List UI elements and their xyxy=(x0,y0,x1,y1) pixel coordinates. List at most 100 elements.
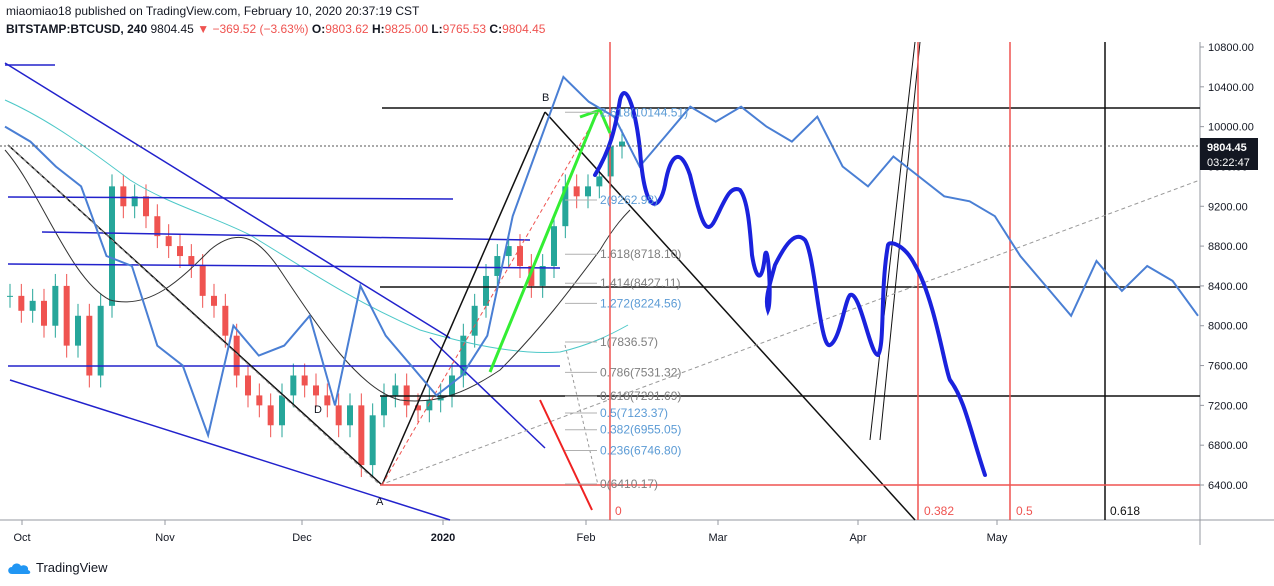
fib-level-label: 1(7836.57) xyxy=(600,335,658,349)
close-label: C: xyxy=(489,22,503,36)
blue-level-3 xyxy=(41,231,531,241)
candle-body xyxy=(211,295,217,306)
candle-body xyxy=(233,335,240,376)
candle-body xyxy=(301,375,308,386)
x-tick-label: Nov xyxy=(155,532,175,544)
candle-body xyxy=(267,405,274,426)
x-tick-label: Dec xyxy=(292,532,312,544)
candle-body xyxy=(256,395,263,406)
price-axis[interactable]: 10800.0010400.0010000.009600.009200.0088… xyxy=(1200,42,1254,492)
point-label-b: B xyxy=(542,92,549,104)
fib-level-label: 0.618(7291.69) xyxy=(600,389,681,403)
x-tick-label: May xyxy=(987,532,1008,544)
channel-lower xyxy=(9,379,451,521)
candle-body xyxy=(63,285,70,346)
candle-body xyxy=(199,266,206,296)
candle-body xyxy=(290,375,297,396)
y-tick-label: 10000.00 xyxy=(1208,122,1254,134)
fib-extension-labels: 2.618(10144.51) 2(9262.98) 1.618(8718.10) 1… xyxy=(565,105,688,491)
candle-body xyxy=(97,305,104,376)
fib-level-label: 1.272(8224.56) xyxy=(600,296,681,310)
last-price: 9804.45 xyxy=(150,22,194,36)
candle-body xyxy=(392,385,399,396)
y-tick-label: 10400.00 xyxy=(1208,82,1254,94)
tradingview-logo[interactable]: TradingView xyxy=(6,560,108,575)
time-axis[interactable]: Oct Nov Dec 2020 Feb Mar Apr May xyxy=(13,520,1008,544)
candle-body xyxy=(528,266,535,286)
y-tick-label: 7600.00 xyxy=(1208,361,1248,373)
fib-level-label: 2.618(10144.51) xyxy=(600,105,688,119)
red-arrow-line xyxy=(539,399,593,511)
candle-body xyxy=(29,300,36,311)
x-tick-label: Oct xyxy=(13,532,30,544)
candle-body xyxy=(347,405,353,426)
y-tick-label: 7200.00 xyxy=(1208,400,1248,412)
y-tick-label: 10800.00 xyxy=(1208,42,1254,54)
down-arrow-icon: ▼ xyxy=(197,22,210,36)
candle-body xyxy=(517,246,523,266)
ohlc-line: BITSTAMP:BTCUSD, 240 9804.45 ▼ −369.52 (… xyxy=(6,22,545,36)
time-fib-label-618: 0.618 xyxy=(1110,504,1140,518)
blue-level-2 xyxy=(7,196,454,200)
y-tick-label: 8000.00 xyxy=(1208,321,1248,333)
green-arrow-head-2 xyxy=(598,109,612,134)
point-label-d: D xyxy=(314,404,322,416)
hand-drawn-projection xyxy=(593,91,987,477)
candle-body xyxy=(619,141,625,147)
candle-body xyxy=(165,236,172,247)
high-label: H: xyxy=(371,22,385,36)
current-price-value: 9804.45 xyxy=(1207,142,1247,154)
x-tick-label: Apr xyxy=(849,532,866,544)
fib-level-label: 0(6410.17) xyxy=(600,477,658,491)
candle-body xyxy=(41,300,47,326)
time-fib-label-5: 0.5 xyxy=(1016,504,1033,518)
time-fib-label-382: 0.382 xyxy=(924,504,954,518)
candle-body xyxy=(120,186,127,207)
candle-body xyxy=(324,395,331,406)
x-tick-label: Mar xyxy=(709,532,728,544)
candle-body xyxy=(358,405,365,466)
candle-body xyxy=(483,275,489,306)
y-tick-label: 9200.00 xyxy=(1208,201,1248,213)
candle-body xyxy=(7,295,13,297)
y-tick-label: 6800.00 xyxy=(1208,440,1248,452)
comparison-line xyxy=(4,75,1199,439)
close-value: 9804.45 xyxy=(502,22,546,36)
candle-body xyxy=(177,246,183,257)
candle-body xyxy=(562,186,569,227)
candle-body xyxy=(18,295,25,311)
candle-body xyxy=(86,315,93,376)
channel-upper-ext xyxy=(429,337,546,449)
x-tick-label: 2020 xyxy=(431,532,455,544)
dashed-helper-2 xyxy=(379,179,1201,486)
tradingview-cloud-icon xyxy=(8,562,31,574)
blue-level-4 xyxy=(7,263,561,269)
candle-body xyxy=(313,385,319,396)
candle-body xyxy=(426,400,433,411)
candle-body xyxy=(505,246,512,257)
fib-level-label: 0.236(6746.80) xyxy=(600,443,681,457)
candle-body xyxy=(52,285,59,326)
green-arrow-head-1 xyxy=(579,108,601,119)
open-label: O: xyxy=(311,22,326,36)
symbol-label[interactable]: BITSTAMP:BTCUSD, 240 xyxy=(6,22,148,36)
candle-body xyxy=(471,305,478,336)
candle-body xyxy=(188,256,195,266)
green-projection-line xyxy=(488,111,599,373)
time-fib-label-0: 0 xyxy=(615,504,622,518)
price-change: −369.52 (−3.63%) xyxy=(212,22,309,36)
fib-level-label: 1.618(8718.10) xyxy=(600,247,681,261)
candle-body xyxy=(596,176,603,187)
low-value: 9765.53 xyxy=(442,22,487,36)
candle-body xyxy=(551,226,557,266)
fib-level-label: 0.786(7531.32) xyxy=(600,365,681,379)
dashed-helper-red xyxy=(381,109,601,486)
candle-body xyxy=(573,186,580,197)
candle-body xyxy=(381,395,387,416)
channel-upper xyxy=(4,62,451,339)
y-tick-label: 8800.00 xyxy=(1208,241,1248,253)
fib-level-label: 0.382(6955.05) xyxy=(600,423,681,437)
publisher-line: miaomiao18 published on TradingView.com,… xyxy=(6,4,420,18)
high-value: 9825.00 xyxy=(384,22,428,36)
